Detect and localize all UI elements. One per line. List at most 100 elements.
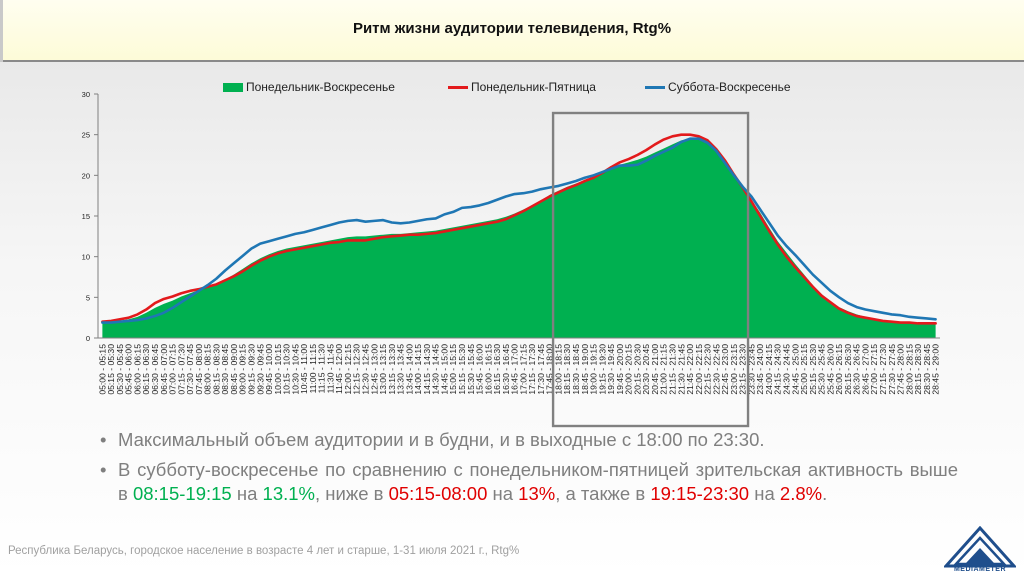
y-tick-label: 20	[82, 171, 90, 180]
x-tick-label: 16:30 - 16:45	[501, 344, 511, 395]
x-tick-label: 24:00 - 24:15	[764, 344, 774, 395]
x-tick-label: 26:00 - 26:15	[834, 344, 844, 395]
x-tick-label: 08:15 - 08:30	[211, 344, 221, 395]
x-tick-label: 23:15 - 23:30	[738, 344, 748, 395]
x-tick-label: 26:15 - 26:30	[843, 344, 853, 395]
x-tick-label: 14:00 - 14:15	[413, 344, 423, 395]
page-title: Ритм жизни аудитории телевидения, Rtg%	[352, 20, 672, 37]
x-tick-label: 28:00 - 28:15	[904, 344, 914, 395]
x-tick-label: 26:45 - 27:00	[860, 344, 870, 395]
x-tick-label: 08:00 - 08:15	[203, 344, 213, 395]
legend-label-all: Понедельник-Воскресенье	[246, 80, 395, 94]
logo-text: MEDIAMETER	[953, 566, 1007, 573]
x-tick-label: 16:00 - 16:15	[483, 344, 493, 395]
x-tick-label: 23:00 - 23:15	[729, 344, 739, 395]
legend-swatch-weekdays	[448, 86, 468, 90]
mediameter-logo	[944, 526, 1016, 568]
x-tick-label: 17:30 - 17:45	[536, 344, 546, 395]
chart-legend: Понедельник-Воскресенье Понедельник-Пятн…	[0, 80, 1024, 100]
bullet-2-part: на	[231, 483, 263, 504]
x-tick-label: 06:15 - 06:30	[141, 344, 151, 395]
x-tick-label: 22:00 - 22:15	[694, 344, 704, 395]
x-tick-label: 08:45 - 09:00	[229, 344, 239, 395]
x-tick-label: 13:15 - 13:30	[387, 344, 397, 395]
bullet-2-part: , а также в	[555, 483, 651, 504]
x-tick-label: 25:45 - 26:00	[825, 344, 835, 395]
x-tick-label: 25:30 - 25:45	[817, 344, 827, 395]
x-tick-label: 18:15 - 18:30	[562, 344, 572, 395]
y-tick-label: 10	[82, 253, 90, 262]
x-tick-label: 07:00 - 07:15	[168, 344, 178, 395]
x-tick-label: 09:00 - 09:15	[238, 344, 248, 395]
bullet-dot: •	[100, 429, 107, 450]
x-tick-label: 05:00 - 05:15	[97, 344, 107, 395]
x-tick-label: 20:30 - 20:45	[641, 344, 651, 395]
x-tick-label: 11:30 - 11:45	[325, 344, 335, 394]
x-tick-label: 25:15 - 25:30	[808, 344, 818, 395]
legend-item-weekend: Суббота-Воскресенье	[645, 80, 791, 94]
x-tick-label: 06:00 - 06:15	[132, 344, 142, 395]
x-tick-label: 27:00 - 27:15	[869, 344, 879, 395]
x-tick-label: 20:15 - 20:30	[632, 344, 642, 395]
y-tick-label: 5	[86, 293, 90, 302]
x-tick-label: 27:45 - 28:00	[896, 344, 906, 395]
x-tick-label: 28:15 - 28:30	[913, 344, 923, 395]
x-tick-label: 05:15 - 05:30	[106, 344, 116, 395]
highlight-box-peak	[551, 111, 750, 428]
x-tick-label: 16:45 - 17:00	[510, 344, 520, 395]
bullet-2-part: .	[822, 483, 828, 504]
x-tick-label: 08:30 - 08:45	[220, 344, 230, 395]
x-tick-label: 24:45 - 25:00	[790, 344, 800, 395]
x-tick-label: 17:45 - 18:00	[545, 344, 555, 395]
bullet-1: • Максимальный объем аудитории и в будни…	[100, 428, 958, 452]
x-tick-label: 15:45 - 16:00	[475, 344, 485, 395]
x-tick-label: 11:15 - 11:30	[317, 344, 327, 394]
y-tick-label: 0	[86, 334, 90, 343]
bullet-2-part: В субботу-воскресенье по сравнению с пон…	[118, 459, 958, 504]
x-tick-label: 28:45 - 29:00	[931, 344, 941, 395]
x-tick-label: 09:45 - 10:00	[264, 344, 274, 395]
x-tick-label: 22:45 - 23:00	[720, 344, 730, 395]
x-tick-label: 10:45 - 11:00	[299, 344, 309, 394]
x-tick-label: 09:15 - 09:30	[246, 344, 256, 395]
x-tick-label: 13:00 - 13:15	[378, 344, 388, 395]
series-line-weekdays	[101, 133, 937, 325]
x-tick-label: 22:30 - 22:45	[711, 344, 721, 395]
bullet-2-pct-higher: 13.1%	[262, 483, 315, 504]
x-tick-label: 22:15 - 22:30	[703, 344, 713, 395]
x-tick-label: 13:30 - 13:45	[396, 344, 406, 395]
y-tick-label: 15	[82, 212, 90, 221]
bullet-2-range-lower: 05:15-08:00	[388, 483, 488, 504]
x-tick-label: 19:15 - 19:30	[597, 344, 607, 395]
x-tick-label: 15:15 - 15:30	[457, 344, 467, 395]
x-tick-label: 19:30 - 19:45	[606, 344, 616, 395]
x-tick-label: 27:30 - 27:45	[887, 344, 897, 395]
x-tick-label: 18:45 - 19:00	[580, 344, 590, 395]
x-tick-label: 26:30 - 26:45	[852, 344, 862, 395]
x-tick-label: 16:15 - 16:30	[492, 344, 502, 395]
x-tick-label: 24:15 - 24:30	[773, 344, 783, 395]
x-tick-label: 27:15 - 27:30	[878, 344, 888, 395]
x-tick-label: 23:45 - 24:00	[755, 344, 765, 395]
x-tick-label: 12:45 - 13:00	[369, 344, 379, 395]
x-tick-label: 20:45 - 21:00	[650, 344, 660, 395]
x-tick-label: 11:00 - 11:15	[308, 344, 318, 394]
x-tick-label: 21:00 - 21:15	[659, 344, 669, 395]
x-tick-label: 07:45 - 08:00	[194, 344, 204, 395]
x-tick-label: 17:15 - 17:30	[527, 344, 537, 395]
bullet-dot: •	[100, 459, 107, 480]
legend-swatch-weekend	[645, 86, 665, 90]
x-tick-label: 11:45 - 12:00	[334, 344, 344, 394]
x-tick-label: 07:15 - 07:30	[176, 344, 186, 395]
bullet-2-part: , ниже в	[315, 483, 389, 504]
legend-item-weekdays: Понедельник-Пятница	[448, 80, 596, 94]
bullet-2-part: на	[487, 483, 519, 504]
x-tick-label: 25:00 - 25:15	[799, 344, 809, 395]
x-tick-label: 28:30 - 28:45	[922, 344, 932, 395]
x-tick-label: 21:30 - 21:45	[676, 344, 686, 395]
x-tick-label: 18:00 - 18:15	[553, 344, 563, 395]
x-tick-label: 09:30 - 09:45	[255, 344, 265, 395]
x-tick-label: 13:45 - 14:00	[404, 344, 414, 395]
bullet-2-pct-lower-2: 2.8%	[779, 483, 823, 504]
